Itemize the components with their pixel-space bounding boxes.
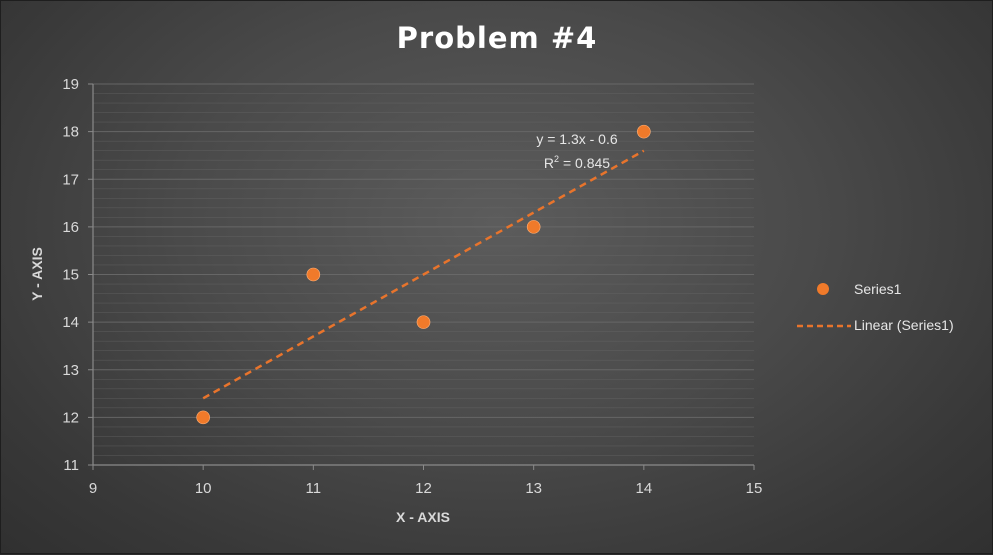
trendline-series1 — [202, 149, 645, 400]
r2-prefix: R — [544, 155, 554, 171]
trendline-layer — [202, 149, 645, 400]
x-tick-label: 10 — [195, 480, 212, 497]
axis-layer: 9 10 11 12 13 14 15 11 12 13 14 15 16 17 18 19 — [62, 76, 762, 497]
legend-label-trendline: Linear (Series1) — [854, 317, 954, 333]
y-tick-label: 12 — [62, 409, 79, 426]
legend-label-series1: Series1 — [854, 281, 902, 297]
points-layer — [196, 124, 651, 425]
data-point — [526, 220, 541, 234]
trendline-equation-label: y = 1.3x - 0.6 — [536, 131, 618, 147]
x-tick-label: 14 — [635, 480, 652, 497]
legend: Series1 Linear (Series1) — [797, 281, 954, 333]
x-tick-label: 12 — [415, 480, 432, 497]
data-point — [637, 124, 651, 139]
x-tick-label: 11 — [306, 480, 322, 497]
data-point — [196, 410, 210, 425]
x-tick-label: 9 — [89, 480, 97, 497]
legend-marker-series1 — [817, 283, 829, 295]
y-axis-title: Y - AXIS — [29, 247, 45, 301]
trendline-r2-label: R2 = 0.845 — [544, 154, 610, 171]
x-axis-title: X - AXIS — [396, 509, 450, 525]
y-tick-label: 11 — [63, 457, 79, 474]
data-point — [306, 267, 321, 282]
chart-title: Problem #4 — [397, 21, 598, 55]
y-tick-label: 16 — [62, 219, 79, 236]
r2-value: = 0.845 — [559, 155, 610, 171]
y-tick-label: 18 — [62, 124, 79, 141]
x-tick-label: 13 — [525, 480, 542, 497]
y-tick-label: 13 — [62, 362, 79, 379]
y-tick-label: 14 — [62, 314, 79, 331]
grid-layer — [93, 83, 754, 456]
y-tick-label: 19 — [62, 76, 79, 93]
x-tick-label: 15 — [746, 480, 763, 497]
y-tick-label: 15 — [62, 267, 79, 284]
data-point — [416, 315, 431, 329]
r2-superscript: 2 — [554, 154, 559, 164]
y-tick-label: 17 — [62, 171, 79, 188]
